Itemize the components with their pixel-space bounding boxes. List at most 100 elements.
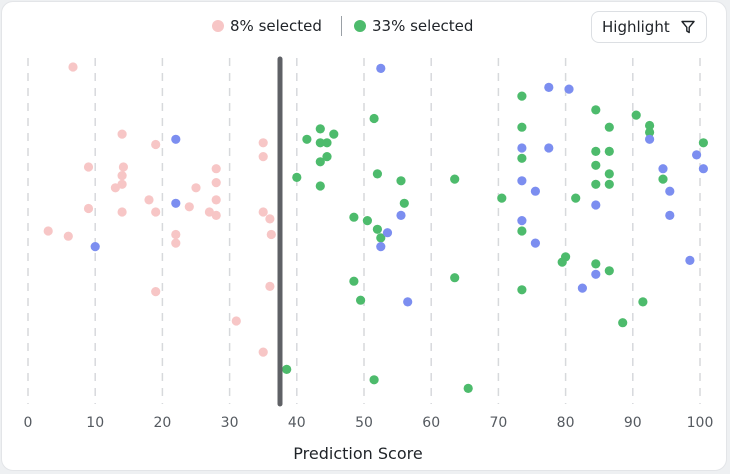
x-axis-title: Prediction Score: [293, 444, 422, 463]
data-point-selected: [517, 285, 527, 295]
data-point-selected: [450, 174, 460, 184]
data-point-selected: [369, 375, 379, 385]
data-point-highlight: [544, 143, 554, 153]
data-point-selected: [658, 174, 668, 184]
data-point-highlight: [517, 216, 527, 226]
data-point-unselected: [118, 162, 128, 172]
data-point-selected: [463, 383, 473, 393]
data-point-selected: [517, 153, 527, 163]
data-point-highlight: [692, 150, 702, 160]
data-point-unselected: [265, 214, 275, 224]
data-point-selected: [604, 169, 614, 179]
x-tick-label: 30: [221, 415, 239, 431]
x-tick-label: 90: [624, 415, 642, 431]
data-point-unselected: [171, 229, 181, 240]
data-point-selected: [292, 172, 302, 182]
data-point-selected: [322, 152, 332, 162]
data-point-unselected: [184, 202, 194, 212]
legend-label-unselected: 8% selected: [230, 17, 322, 35]
data-point-selected: [450, 273, 460, 283]
data-point-unselected: [211, 210, 221, 220]
data-point-unselected: [117, 129, 127, 139]
data-point-selected: [302, 134, 312, 144]
data-point-unselected: [83, 203, 94, 214]
data-point-unselected: [68, 62, 78, 72]
data-point-unselected: [117, 179, 127, 189]
legend-label-selected: 33% selected: [372, 17, 474, 35]
data-point-unselected: [211, 164, 221, 174]
data-point-highlight: [698, 164, 709, 174]
data-point-selected: [315, 181, 325, 191]
data-point-highlight: [396, 210, 406, 220]
data-point-highlight: [530, 186, 541, 196]
data-point-selected: [517, 122, 527, 132]
data-point-unselected: [258, 138, 268, 148]
x-tick-label: 0: [24, 415, 33, 431]
data-point-selected: [497, 193, 507, 203]
x-tick-label: 70: [489, 415, 507, 431]
data-point-unselected: [151, 139, 161, 150]
data-point-unselected: [258, 347, 268, 357]
data-point-unselected: [83, 162, 94, 172]
data-point-highlight: [564, 84, 574, 94]
data-point-unselected: [151, 207, 161, 217]
data-point-selected: [356, 295, 366, 305]
data-point-unselected: [258, 207, 268, 217]
data-point-selected: [604, 266, 614, 276]
data-point-highlight: [403, 297, 413, 307]
data-point-selected: [638, 297, 648, 307]
data-point-highlight: [382, 228, 393, 238]
data-point-selected: [604, 179, 614, 189]
x-tick-label: 80: [557, 415, 575, 431]
data-point-highlight: [577, 283, 588, 293]
legend-item-selected: 33% selected: [354, 16, 473, 36]
data-point-selected: [591, 179, 601, 189]
x-tick-label: 100: [687, 415, 714, 431]
data-point-selected: [698, 138, 709, 148]
data-point-selected: [591, 160, 601, 170]
data-point-selected: [315, 157, 325, 167]
data-point-selected: [349, 276, 359, 286]
x-tick-label: 20: [153, 415, 171, 431]
x-axis-ticks: 0 10 20 30 40 50 60 70 80 90 100: [24, 415, 714, 431]
data-point-highlight: [517, 143, 527, 153]
highlight-button[interactable]: Highlight: [591, 11, 707, 43]
data-point-unselected: [191, 183, 201, 193]
data-point-unselected: [117, 171, 127, 181]
data-point-highlight: [517, 176, 527, 186]
data-point-unselected: [231, 316, 241, 326]
data-point-unselected: [258, 152, 268, 162]
data-point-selected: [396, 176, 406, 186]
data-point-selected: [376, 233, 386, 243]
data-point-highlight: [90, 242, 100, 252]
data-point-selected: [399, 198, 409, 208]
data-point-unselected: [211, 178, 221, 188]
data-point-unselected: [204, 207, 214, 217]
data-point-selected: [282, 364, 292, 374]
data-point-selected: [591, 259, 601, 269]
data-point-selected: [604, 146, 614, 156]
legend-dot-unselected: [212, 20, 224, 32]
data-point-highlight: [376, 242, 386, 252]
data-point-highlight: [376, 63, 386, 73]
data-point-highlight: [171, 198, 181, 208]
data-point-unselected: [63, 231, 73, 241]
data-point-unselected: [151, 287, 161, 297]
data-point-selected: [369, 113, 379, 124]
x-tick-label: 50: [355, 415, 373, 431]
legend: 8% selected 33% selected: [2, 16, 728, 36]
data-point-unselected: [265, 281, 275, 291]
data-point-selected: [372, 169, 382, 179]
data-point-selected: [349, 212, 359, 222]
data-point-unselected: [144, 195, 154, 205]
data-point-highlight: [171, 134, 181, 144]
data-point-highlight: [665, 186, 675, 196]
x-tick-label: 60: [422, 415, 440, 431]
data-point-selected: [571, 193, 581, 203]
x-tick-label: 40: [288, 415, 306, 431]
legend-separator: [341, 16, 342, 36]
data-point-selected: [362, 216, 372, 226]
highlight-button-label: Highlight: [602, 18, 670, 36]
data-point-highlight: [645, 134, 655, 144]
